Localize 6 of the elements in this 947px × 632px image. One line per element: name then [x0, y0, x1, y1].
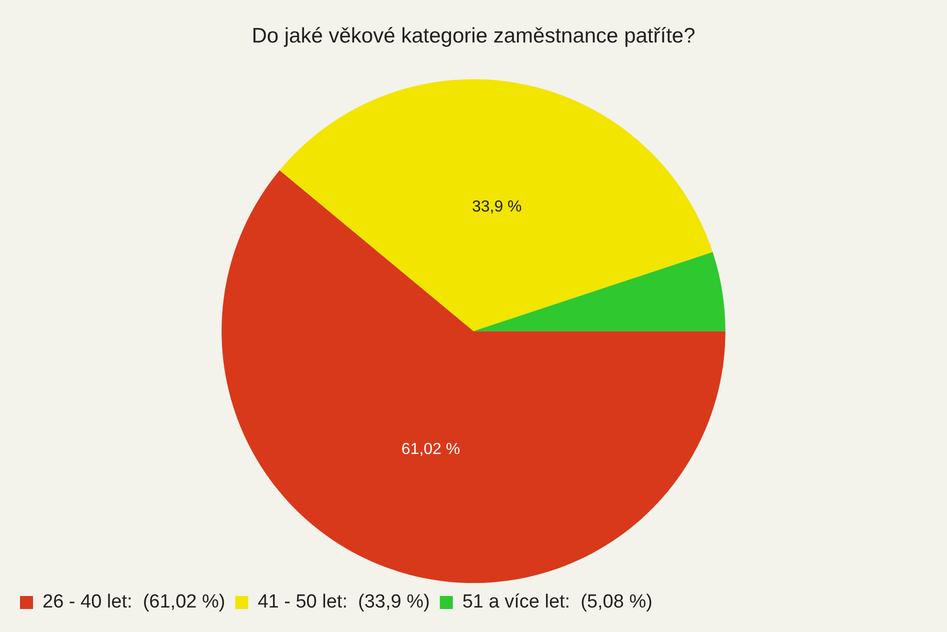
legend-label: 26 - 40 let: (61,02 %) [42, 592, 226, 613]
legend-label: 41 - 50 let: (33,9 %) [258, 592, 430, 613]
data-label: 61,02 % [401, 440, 460, 458]
chart-title: Do jaké věkové kategorie zaměstnance patříte? [252, 24, 696, 48]
legend-label: 51 a více let: (5,08 %) [462, 592, 652, 613]
data-label: 33,9 % [472, 198, 522, 216]
